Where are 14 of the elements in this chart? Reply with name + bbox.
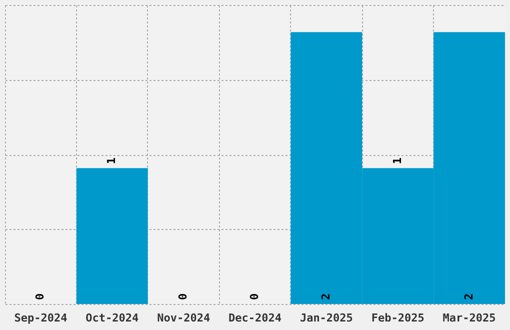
data-label: 0 [34,293,47,300]
x-tick-label: Dec-2024 [228,312,282,324]
data-label: 0 [248,293,261,300]
x-tick-label: Jan-2025 [300,312,353,324]
data-label: 1 [105,157,118,164]
data-label: 2 [462,293,476,300]
x-tick-label: Feb-2025 [371,312,424,324]
x-tick-label: Nov-2024 [157,312,210,324]
data-label: 2 [319,293,332,300]
x-tick-label: Mar-2025 [442,312,496,324]
x-tick-label: Oct-2024 [86,312,140,324]
data-label: 0 [176,293,190,300]
data-label: 1 [390,157,404,164]
x-tick-label: Sep-2024 [14,312,68,324]
